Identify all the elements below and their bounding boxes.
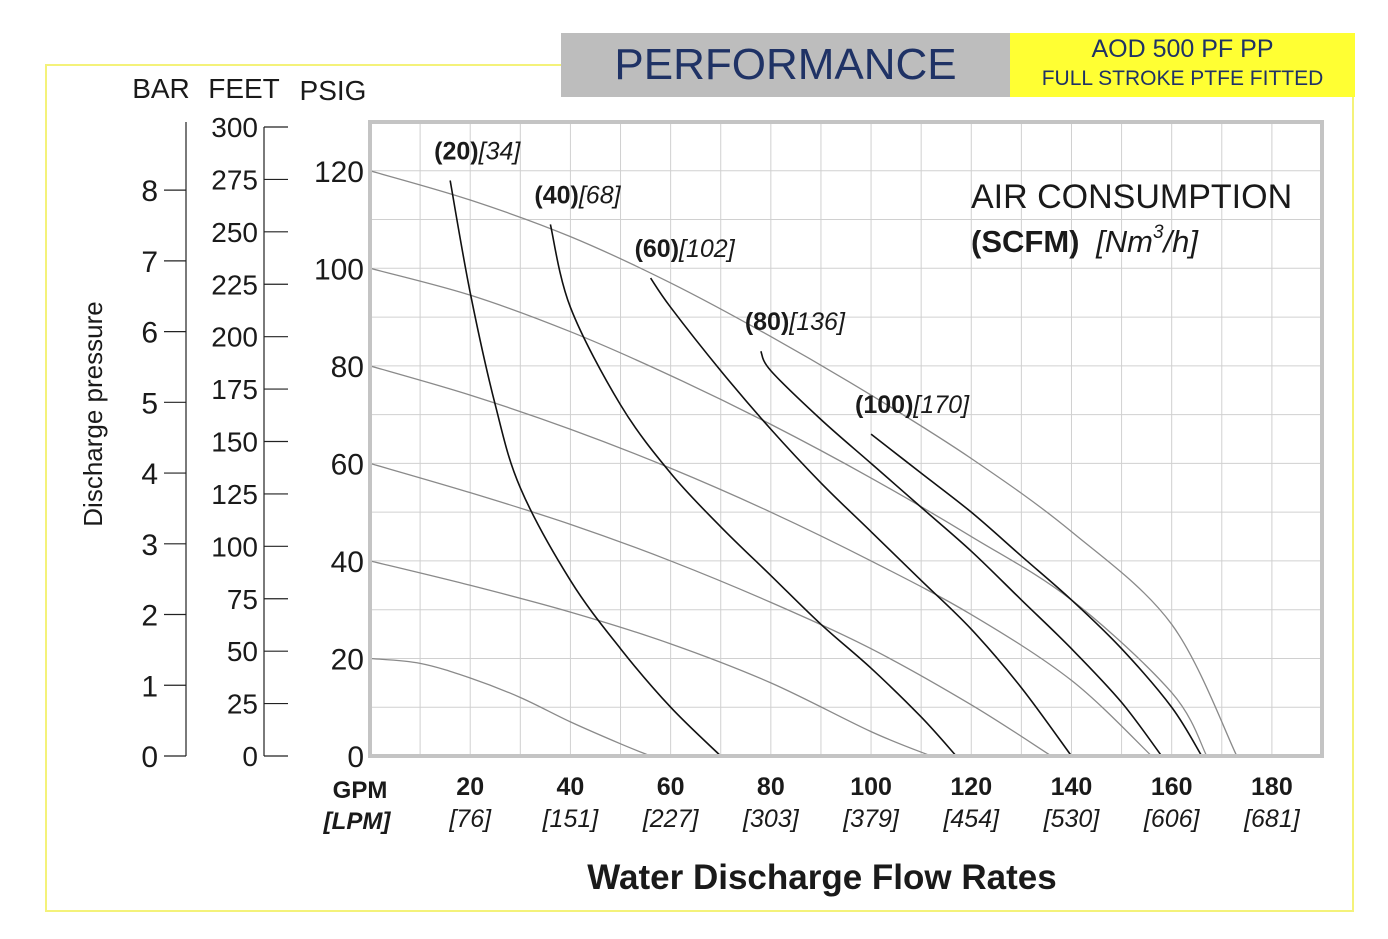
x-tick-label-gpm: 180 — [1251, 773, 1293, 801]
air-curve-label-scfm: (40) — [534, 181, 578, 209]
axes: 02040608010012020[76]40[151]60[227]80[30… — [141, 112, 1300, 833]
x-tick-label-lpm: [606] — [1143, 805, 1201, 833]
air-curve-label: (80)[136] — [745, 308, 846, 336]
x-tick-label-gpm: 140 — [1051, 773, 1093, 801]
bar-tick-label: 6 — [141, 317, 158, 350]
pressure-curve — [369, 267, 1208, 757]
air-curve-label: (20)[34] — [434, 138, 521, 166]
feet-tick-label: 150 — [211, 427, 258, 458]
x-unit-gpm: GPM — [333, 777, 388, 804]
psig-tick-label: 120 — [314, 156, 364, 189]
bar-tick-label: 7 — [141, 246, 158, 279]
psig-tick-label: 40 — [331, 546, 364, 579]
psig-tick-label: 20 — [331, 643, 364, 676]
air-curve-label-scfm: (80) — [745, 308, 789, 336]
air-curve-label-scfm: (60) — [635, 235, 679, 263]
air-curve — [549, 224, 957, 757]
performance-title: PERFORMANCE — [561, 33, 1010, 97]
psig-tick-label: 100 — [314, 253, 364, 286]
air-curve-label-scfm: (20) — [434, 138, 478, 166]
x-tick-label-gpm: 80 — [757, 773, 785, 801]
air-curve-label-nm3h: [34] — [478, 138, 522, 166]
plot-border — [368, 120, 1324, 758]
pressure-curve — [369, 365, 1153, 757]
feet-tick-label: 250 — [211, 217, 258, 248]
x-tick-label-gpm: 160 — [1151, 773, 1193, 801]
feet-tick-label: 225 — [211, 269, 258, 300]
x-unit-lpm: [LPM] — [323, 808, 392, 835]
bar-tick-label: 3 — [141, 529, 158, 562]
bar-tick-label: 2 — [141, 600, 158, 633]
air-curve-label: (100)[170] — [855, 391, 970, 419]
bar-tick-label: 0 — [141, 741, 158, 774]
legend-per-h: /h] — [1162, 224, 1200, 259]
x-tick-label-gpm: 100 — [850, 773, 892, 801]
bar-tick-label: 8 — [141, 175, 158, 208]
x-tick-label-lpm: [681] — [1243, 805, 1301, 833]
feet-tick-label: 300 — [211, 112, 258, 143]
legend-scfm: (SCFM) — [971, 224, 1079, 259]
x-tick-label-lpm: [530] — [1043, 805, 1101, 833]
pressure-curve — [369, 462, 1052, 757]
model-name: AOD 500 PF PP — [1091, 35, 1274, 63]
pressure-curves — [369, 170, 1238, 757]
psig-tick-label: 60 — [331, 448, 364, 481]
legend-nm: [Nm — [1095, 224, 1153, 259]
feet-tick-label: 50 — [227, 636, 258, 667]
air-curve-label-nm3h: [170] — [912, 391, 970, 419]
pressure-curve — [369, 560, 932, 757]
psig-tick-label: 0 — [347, 741, 364, 774]
model-subtitle: FULL STROKE PTFE FITTED — [1041, 67, 1324, 90]
air-curve — [870, 433, 1203, 757]
grid — [370, 122, 1322, 756]
x-tick-label-lpm: [227] — [642, 805, 700, 833]
pressure-curve — [369, 170, 1238, 757]
air-curve — [760, 350, 1163, 757]
x-tick-label-gpm: 40 — [557, 773, 585, 801]
model-banner: AOD 500 PF PP FULL STROKE PTFE FITTED — [1010, 33, 1355, 97]
feet-tick-label: 175 — [211, 374, 258, 405]
x-tick-label-gpm: 60 — [657, 773, 685, 801]
air-curve-label-nm3h: [68] — [578, 181, 622, 209]
pressure-curve — [369, 657, 651, 757]
legend-sup: 3 — [1153, 222, 1164, 243]
bar-tick-label: 5 — [141, 387, 158, 420]
air-curve-label-nm3h: [102] — [678, 235, 736, 263]
feet-tick-label: 275 — [211, 164, 258, 195]
x-tick-label-lpm: [303] — [742, 805, 800, 833]
air-curve — [649, 277, 1073, 757]
bar-axis-label: BAR — [132, 73, 190, 104]
x-tick-label-lpm: [151] — [542, 805, 600, 833]
x-tick-label-gpm: 120 — [950, 773, 992, 801]
air-curve-label: (40)[68] — [534, 181, 621, 209]
psig-axis-label: PSIG — [300, 75, 367, 106]
air-curve — [449, 180, 722, 757]
feet-tick-label: 25 — [227, 689, 258, 720]
air-curve-label-nm3h: [136] — [788, 308, 846, 336]
x-tick-label-lpm: [379] — [842, 805, 900, 833]
x-tick-label-gpm: 20 — [456, 773, 484, 801]
feet-tick-label: 125 — [211, 479, 258, 510]
x-tick-label-lpm: [454] — [942, 805, 1000, 833]
air-curve-label-scfm: (100) — [855, 391, 913, 419]
legend-units: (SCFM) [Nm3/h] — [971, 222, 1199, 259]
legend: AIR CONSUMPTION (SCFM) [Nm3/h] — [971, 178, 1292, 259]
psig-tick-label: 80 — [331, 351, 364, 384]
x-tick-label-lpm: [76] — [448, 805, 492, 833]
air-curves: (20)[34](40)[68](60)[102](80)[136](100)[… — [434, 138, 1203, 757]
feet-tick-label: 100 — [211, 531, 258, 562]
feet-tick-label: 0 — [242, 741, 258, 772]
feet-tick-label: 75 — [227, 584, 258, 615]
legend-title: AIR CONSUMPTION — [971, 178, 1292, 216]
feet-axis-label: FEET — [208, 73, 280, 104]
feet-tick-label: 200 — [211, 322, 258, 353]
y-axis-title: Discharge pressure — [78, 301, 108, 526]
bar-tick-label: 4 — [141, 458, 158, 491]
air-curve-label: (60)[102] — [635, 235, 736, 263]
bar-tick-label: 1 — [141, 670, 158, 703]
x-axis-title: Water Discharge Flow Rates — [587, 858, 1056, 897]
